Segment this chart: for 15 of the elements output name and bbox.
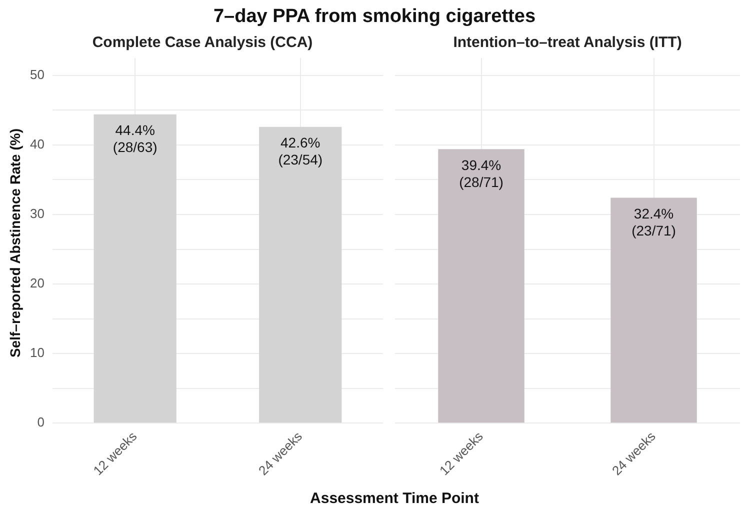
data-label: 32.4% (23/71) <box>632 206 676 239</box>
y-tick-label: 0 <box>37 414 44 430</box>
y-tick-label: 20 <box>30 276 44 291</box>
y-tick-label: 50 <box>30 66 44 82</box>
y-tick-label: 40 <box>30 136 44 152</box>
chart-subtitle: Intention–to–treat Analysis (ITT) <box>453 34 682 52</box>
y-tick-label: 30 <box>30 206 44 222</box>
y-axis-title: Self–reported Abstinence Rate (%) <box>7 128 23 360</box>
y-tick-label: 10 <box>30 345 44 360</box>
x-axis-title: Assessment Time Point <box>309 490 480 507</box>
data-label: 39.4% (28/71) <box>459 156 504 190</box>
chart-title: 7–day PPA from smoking cigarettes <box>212 6 537 28</box>
chart-subtitle: Complete Case Analysis (CCA) <box>92 34 313 52</box>
data-label: 44.4% (28/63) <box>112 122 158 156</box>
data-label: 42.6% (23/54) <box>278 134 323 168</box>
